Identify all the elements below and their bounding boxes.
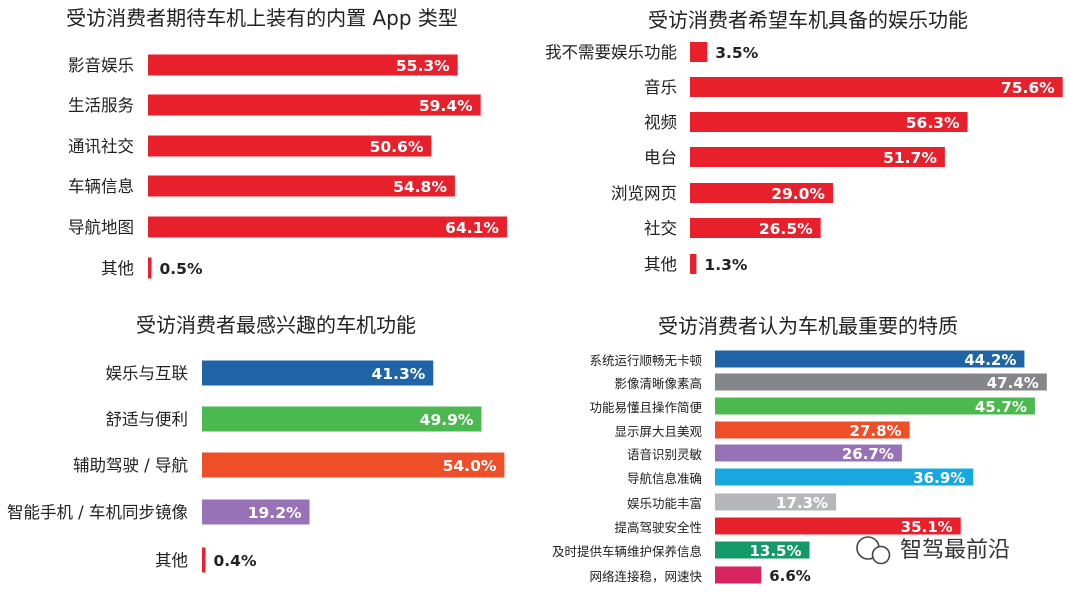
data-label: 75.6% — [1001, 79, 1055, 97]
category-label: 其他 — [155, 551, 188, 570]
bar — [148, 175, 455, 197]
category-label: 电台 — [644, 148, 677, 167]
category-label: 网络连接稳，网速快 — [589, 569, 702, 584]
category-label: 功能易懂且操作简便 — [589, 400, 702, 415]
data-label: 35.1% — [901, 518, 953, 536]
category-label: 影音娱乐 — [68, 56, 134, 75]
data-label: 56.3% — [906, 114, 960, 132]
category-label: 车辆信息 — [68, 177, 134, 196]
data-label: 17.3% — [776, 494, 828, 512]
bar — [690, 218, 821, 238]
bar — [715, 517, 961, 535]
bar — [715, 566, 762, 584]
bar — [715, 421, 910, 439]
category-label: 舒适与便利 — [106, 410, 189, 429]
data-label: 49.9% — [420, 411, 474, 429]
data-label: 13.5% — [749, 542, 801, 560]
category-label: 智能手机 / 车机同步镜像 — [7, 503, 188, 522]
data-label: 1.3% — [704, 256, 747, 274]
bar — [202, 452, 505, 478]
bar — [690, 183, 833, 203]
data-label: 0.4% — [214, 552, 257, 570]
category-label: 其他 — [644, 255, 677, 274]
bar — [690, 254, 697, 274]
bar — [690, 147, 945, 167]
chart-title: 受访消费者认为车机最重要的特质 — [658, 314, 958, 338]
data-label: 64.1% — [445, 219, 499, 237]
bar — [148, 135, 432, 157]
watermark-text: 智驾最前沿 — [900, 538, 1010, 563]
data-label: 47.4% — [987, 374, 1039, 392]
data-label: 41.3% — [371, 365, 425, 383]
data-label: 44.2% — [964, 351, 1016, 369]
data-label: 3.5% — [715, 44, 758, 62]
data-label: 36.9% — [913, 469, 965, 487]
category-label: 系统运行顺畅无卡顿 — [589, 353, 702, 368]
bar — [715, 373, 1047, 391]
bar — [202, 406, 482, 432]
bar — [148, 94, 481, 116]
chart-title: 受访消费者最感兴趣的车机功能 — [136, 313, 416, 337]
category-label: 影像清晰像素高 — [614, 376, 702, 391]
category-label: 语音识别灵敏 — [627, 447, 703, 462]
data-label: 54.8% — [393, 178, 447, 196]
bar — [715, 468, 974, 486]
category-label: 通讯社交 — [68, 137, 134, 156]
data-label: 59.4% — [419, 97, 473, 115]
category-label: 视频 — [644, 113, 677, 132]
category-label: 音乐 — [644, 78, 677, 97]
data-label: 26.7% — [842, 445, 894, 463]
data-label: 51.7% — [883, 149, 937, 167]
category-label: 娱乐与互联 — [106, 364, 189, 383]
bar — [690, 42, 708, 62]
data-label: 0.5% — [160, 260, 203, 278]
data-label: 29.0% — [771, 185, 825, 203]
bar — [715, 541, 810, 559]
category-label: 及时提供车辆维护保养信息 — [552, 544, 702, 559]
bar — [715, 350, 1025, 368]
category-label: 娱乐功能丰富 — [627, 496, 702, 511]
bar — [690, 112, 968, 132]
category-label: 提高驾驶安全性 — [614, 520, 702, 535]
category-label: 社交 — [644, 219, 677, 238]
category-label: 辅助驾驶 / 导航 — [73, 456, 188, 475]
category-label: 导航地图 — [68, 218, 134, 237]
category-label: 导航信息准确 — [627, 471, 702, 486]
data-label: 26.5% — [759, 220, 813, 238]
data-label: 55.3% — [396, 57, 450, 75]
bar — [202, 547, 206, 573]
bar — [202, 360, 434, 386]
bar — [715, 444, 902, 462]
bar — [148, 216, 507, 238]
bar — [715, 397, 1035, 415]
category-label: 我不需要娱乐功能 — [545, 43, 677, 62]
data-label: 45.7% — [975, 398, 1027, 416]
bar — [715, 493, 837, 511]
category-label: 浏览网页 — [611, 184, 677, 203]
bar — [690, 77, 1063, 97]
bar — [202, 499, 310, 525]
data-label: 19.2% — [248, 504, 302, 522]
bar — [148, 257, 152, 279]
chart-title: 受访消费者希望车机具备的娱乐功能 — [648, 8, 968, 32]
data-label: 6.6% — [769, 567, 811, 585]
category-label: 显示屏大且美观 — [614, 424, 702, 439]
category-label: 生活服务 — [68, 96, 134, 115]
data-label: 27.8% — [850, 422, 902, 440]
chart-title: 受访消费者期待车机上装有的内置 App 类型 — [66, 6, 458, 30]
data-label: 54.0% — [443, 457, 497, 475]
wechat-icon — [871, 545, 891, 565]
data-label: 50.6% — [370, 138, 424, 156]
bar — [148, 54, 458, 76]
category-label: 其他 — [101, 259, 134, 278]
